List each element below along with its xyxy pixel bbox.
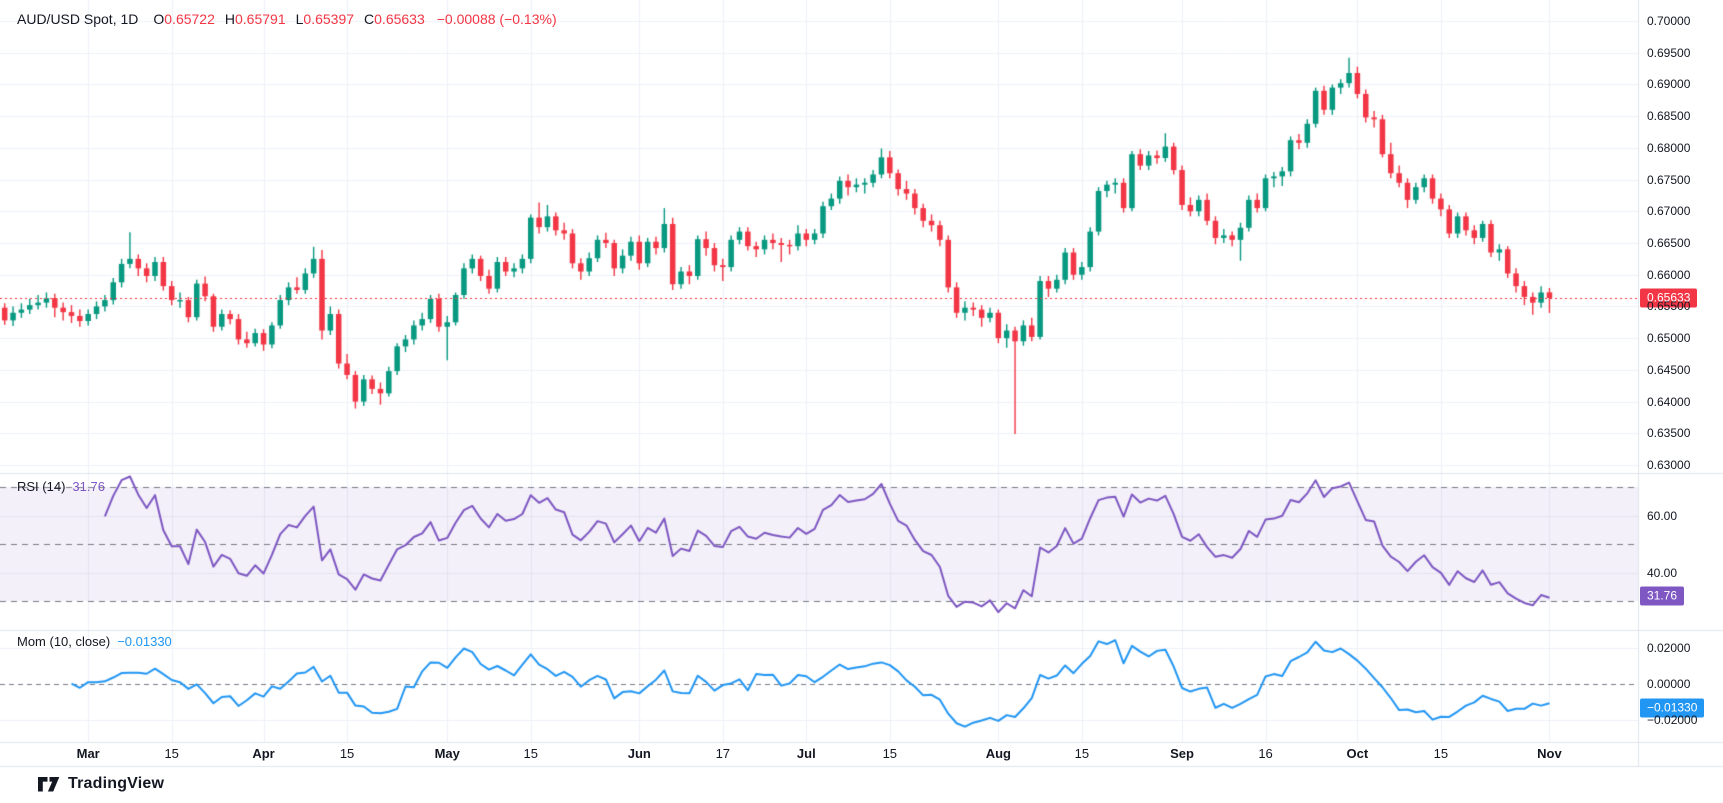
time-axis-label: 15 <box>1074 746 1090 761</box>
time-scale[interactable] <box>0 742 1638 766</box>
time-axis-label: Jul <box>796 746 816 761</box>
tradingview-logo-icon <box>38 776 60 792</box>
rsi-axis-label: 40.00 <box>1647 565 1678 580</box>
time-axis-label: Mar <box>76 746 100 761</box>
mom-legend: Mom (10, close) −0.01330 <box>17 634 172 650</box>
price-axis-label: 0.64000 <box>1647 394 1691 409</box>
price-axis-label: 0.69000 <box>1647 77 1691 92</box>
time-axis-label: Nov <box>1537 746 1562 761</box>
time-axis-label: 15 <box>882 746 898 761</box>
tradingview-brand-text: TradingView <box>68 775 165 792</box>
low-value: L0.65397 <box>295 11 355 27</box>
price-axis-label: 0.67500 <box>1647 172 1691 187</box>
price-axis-label: 0.67000 <box>1647 204 1691 219</box>
time-axis-label: Sep <box>1170 746 1194 761</box>
price-axis-label: 0.68000 <box>1647 140 1691 155</box>
price-axis-label: 0.69500 <box>1647 45 1691 60</box>
high-value: H0.65791 <box>224 11 286 27</box>
time-axis-label: 15 <box>164 746 179 761</box>
price-axis-label: 0.64500 <box>1647 362 1691 377</box>
price-axis-label: 0.63500 <box>1647 426 1691 441</box>
price-axis-label: 0.70000 <box>1647 14 1691 28</box>
mom-title[interactable]: Mom (10, close) <box>17 634 111 649</box>
time-axis-label: Oct <box>1346 746 1369 761</box>
time-axis-label: Aug <box>985 746 1011 761</box>
mom-axis-label: 0.00000 <box>1647 677 1691 691</box>
price-axis-label: 0.65500 <box>1647 299 1691 314</box>
time-axis-label: 17 <box>715 746 731 761</box>
rsi-title[interactable]: RSI (14) <box>17 479 66 494</box>
rsi-value: 31.76 <box>72 479 105 494</box>
mom-axis-label: 0.02000 <box>1647 641 1691 655</box>
change-value: −0.00088 (−0.13%) <box>436 11 557 27</box>
mom-value: −0.01330 <box>117 634 172 649</box>
price-axis-label: 0.63000 <box>1647 458 1691 472</box>
price-axis-label: 0.68500 <box>1647 109 1691 124</box>
close-value: C0.65633 <box>364 11 425 27</box>
price-axis-label: 0.66500 <box>1647 236 1691 250</box>
rsi-axis-label: 60.00 <box>1647 508 1678 523</box>
symbol-title[interactable]: AUD/USD Spot, 1D <box>17 11 139 27</box>
time-axis-label: May <box>434 746 460 761</box>
mom-badge: −0.01330 <box>1640 698 1705 718</box>
price-axis-label: 0.66000 <box>1647 267 1691 282</box>
time-axis-label: 15 <box>523 746 538 761</box>
mom-axis-label: −0.02000 <box>1647 713 1698 727</box>
symbol-legend: AUD/USD Spot, 1D O0.65722 H0.65791 L0.65… <box>17 10 557 28</box>
last-price-badge: 0.65633 <box>1640 288 1698 308</box>
open-value: O0.65722 <box>153 11 215 27</box>
price-axis-label: 0.65000 <box>1647 331 1691 346</box>
rsi-badge: 31.76 <box>1640 586 1685 606</box>
time-axis-label: Apr <box>252 746 275 761</box>
rsi-legend: RSI (14) 31.76 <box>17 479 105 495</box>
tradingview-attribution[interactable]: TradingView <box>38 775 164 793</box>
time-axis-label: 16 <box>1258 746 1273 761</box>
time-axis-label: Jun <box>627 746 651 761</box>
time-axis-label: 15 <box>1433 746 1449 761</box>
time-axis-label: 15 <box>339 746 355 761</box>
